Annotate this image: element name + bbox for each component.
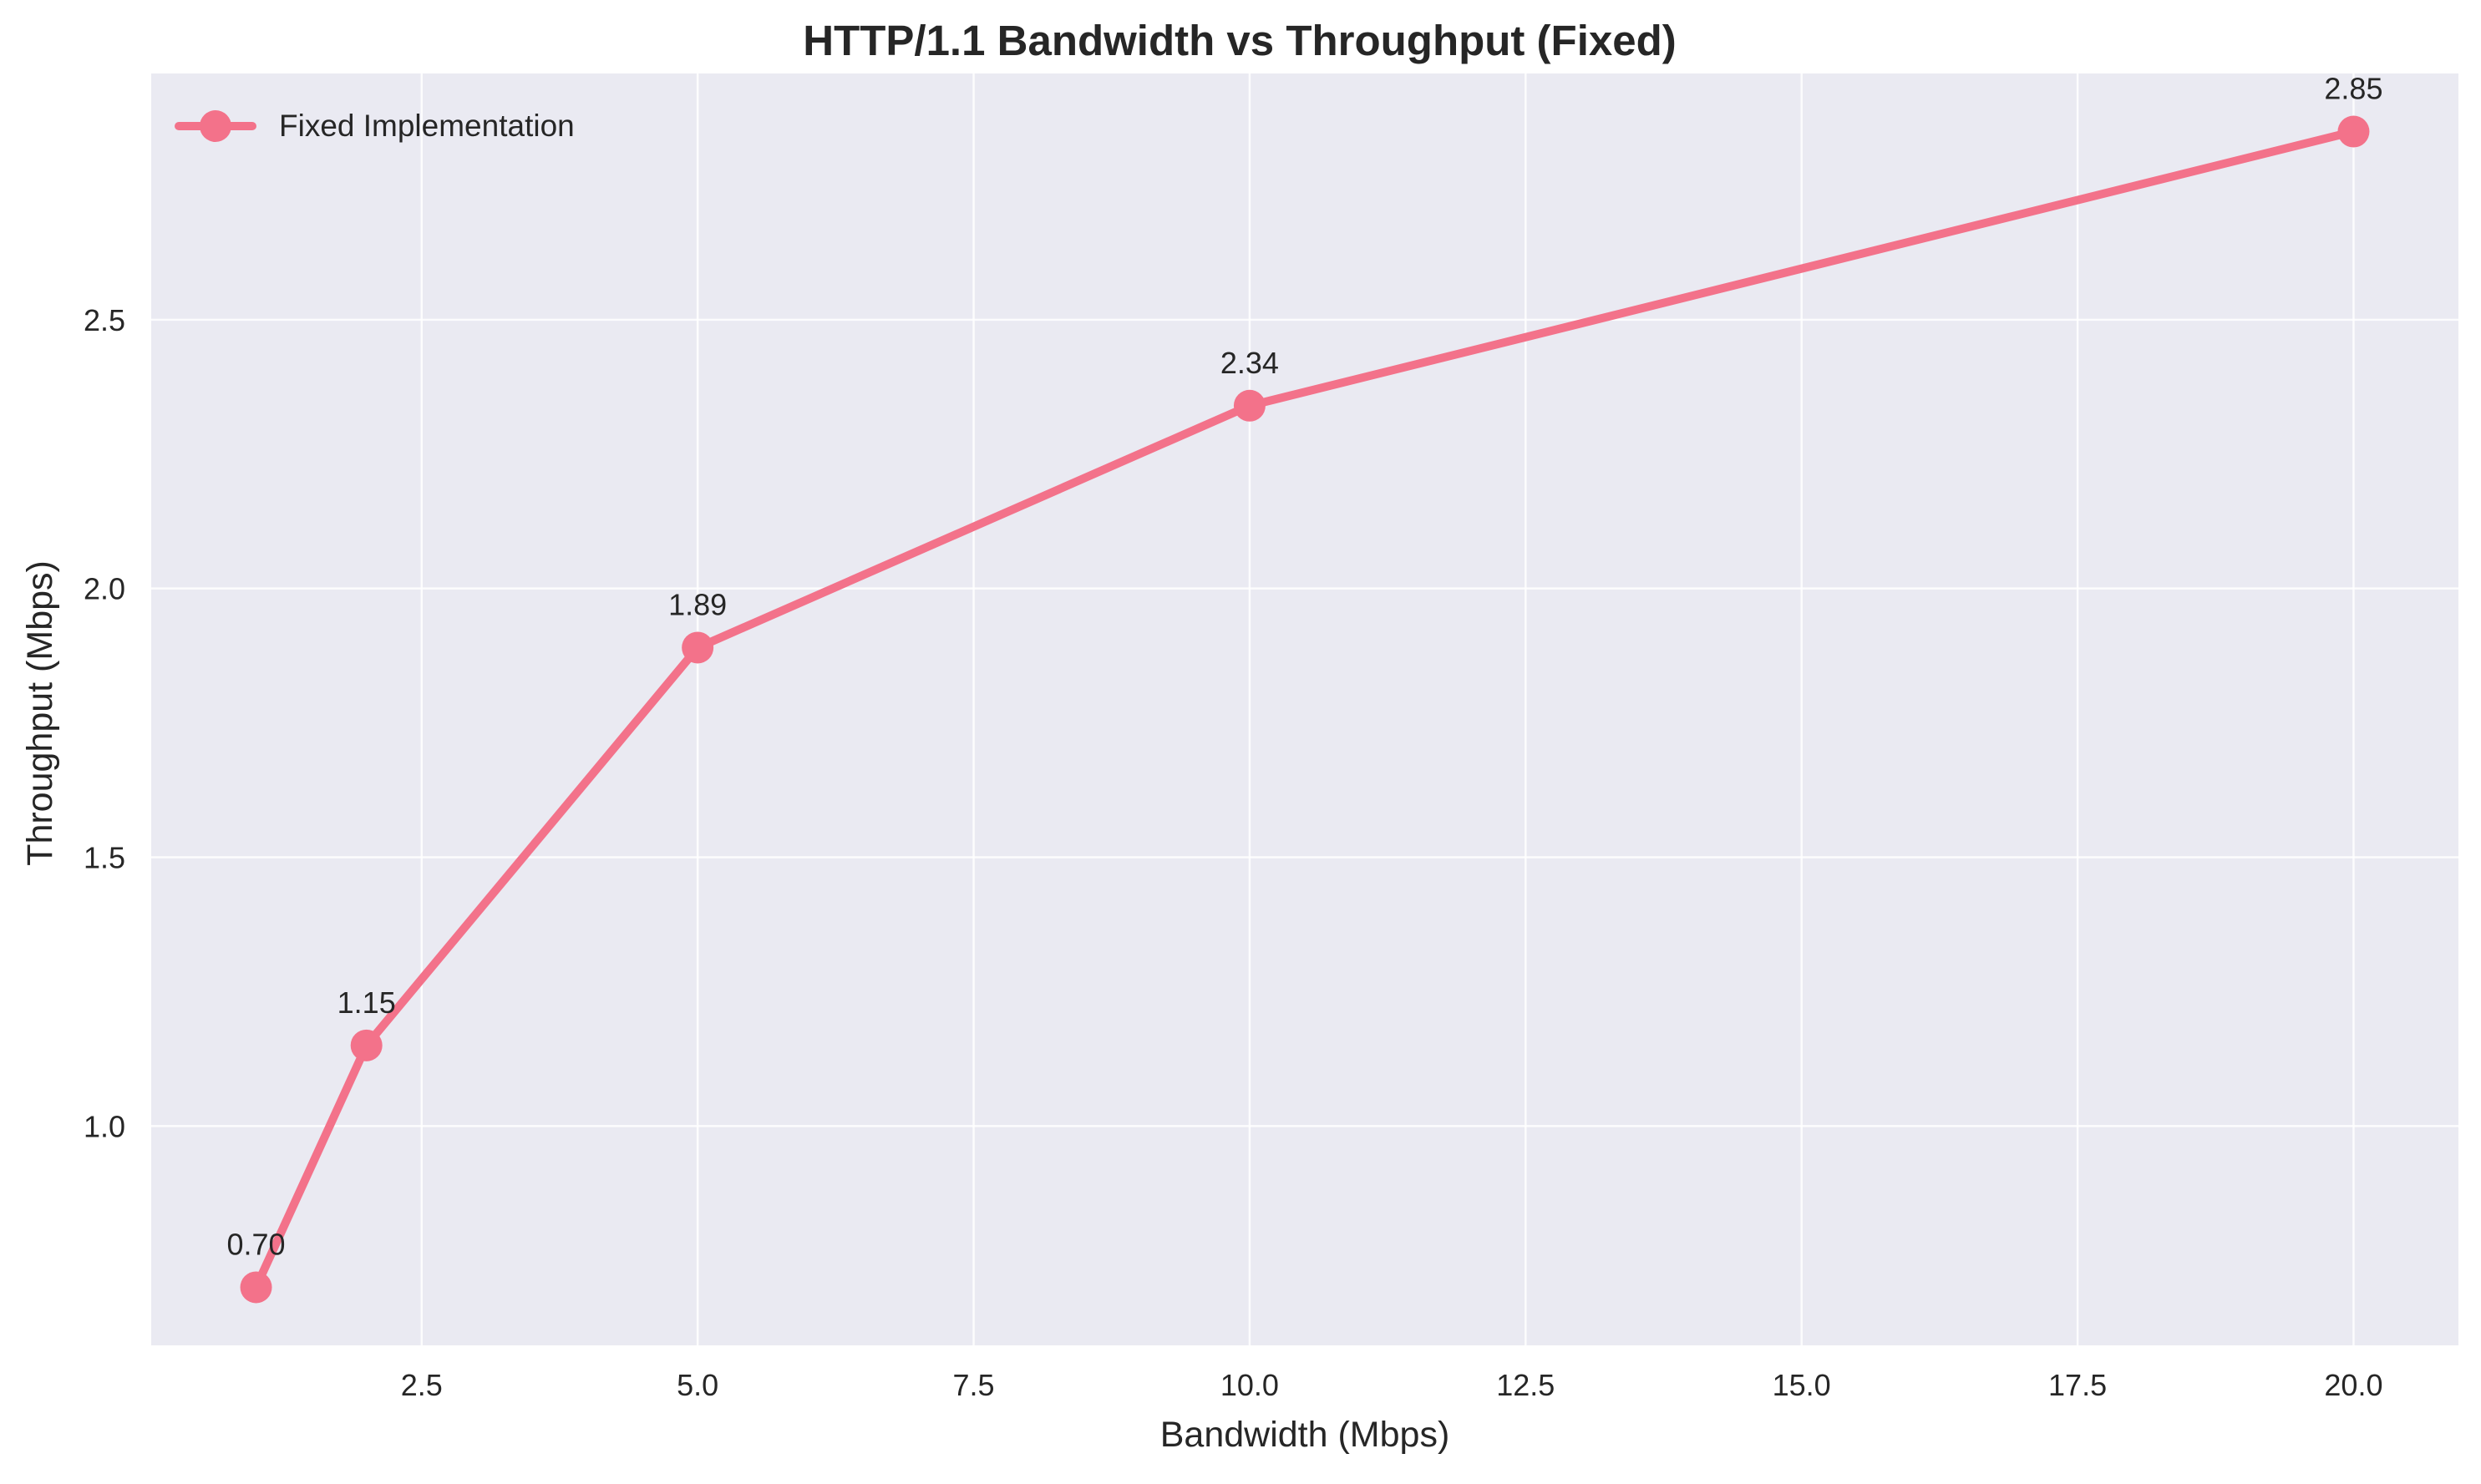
x-tick-labels: 2.5 5.0 7.5 10.0 12.5 15.0 17.5 20.0	[401, 1368, 2383, 1402]
data-label: 1.15	[337, 985, 396, 1020]
data-point	[240, 1271, 272, 1304]
series-layer	[240, 115, 2370, 1304]
y-tick-label: 2.0	[84, 572, 125, 606]
data-point	[2337, 115, 2370, 148]
x-tick-label: 5.0	[677, 1368, 718, 1402]
data-label: 1.89	[668, 587, 727, 621]
legend: Fixed Implementation	[175, 109, 575, 143]
data-point	[350, 1029, 383, 1061]
x-tick-label: 2.5	[401, 1368, 443, 1402]
data-labels: 0.70 1.15 1.89 2.34 2.85	[227, 72, 2383, 1262]
plot-background	[151, 73, 2458, 1345]
x-tick-label: 15.0	[1773, 1368, 1831, 1402]
y-tick-label: 1.5	[84, 841, 125, 875]
data-point	[1233, 389, 1266, 422]
legend-entry-fixed-implementation: Fixed Implementation	[279, 109, 575, 143]
x-tick-label: 20.0	[2324, 1368, 2382, 1402]
data-point	[682, 631, 714, 664]
y-axis-label: Throughput (Mbps)	[20, 560, 60, 866]
y-tick-labels: 1.0 1.5 2.0 2.5	[84, 303, 125, 1144]
x-axis-label: Bandwidth (Mbps)	[1160, 1415, 1450, 1455]
x-tick-label: 10.0	[1220, 1368, 1279, 1402]
data-label: 2.34	[1220, 346, 1279, 380]
x-tick-label: 12.5	[1496, 1368, 1555, 1402]
data-label: 0.70	[227, 1227, 286, 1261]
x-tick-label: 17.5	[2048, 1368, 2107, 1402]
chart-title: HTTP/1.1 Bandwidth vs Throughput (Fixed)	[803, 17, 1676, 64]
legend-marker-swatch	[200, 110, 231, 142]
data-label: 2.85	[2324, 72, 2382, 106]
y-tick-label: 2.5	[84, 303, 125, 337]
y-tick-label: 1.0	[84, 1109, 125, 1143]
x-tick-label: 7.5	[953, 1368, 995, 1402]
grid	[151, 73, 2458, 1345]
